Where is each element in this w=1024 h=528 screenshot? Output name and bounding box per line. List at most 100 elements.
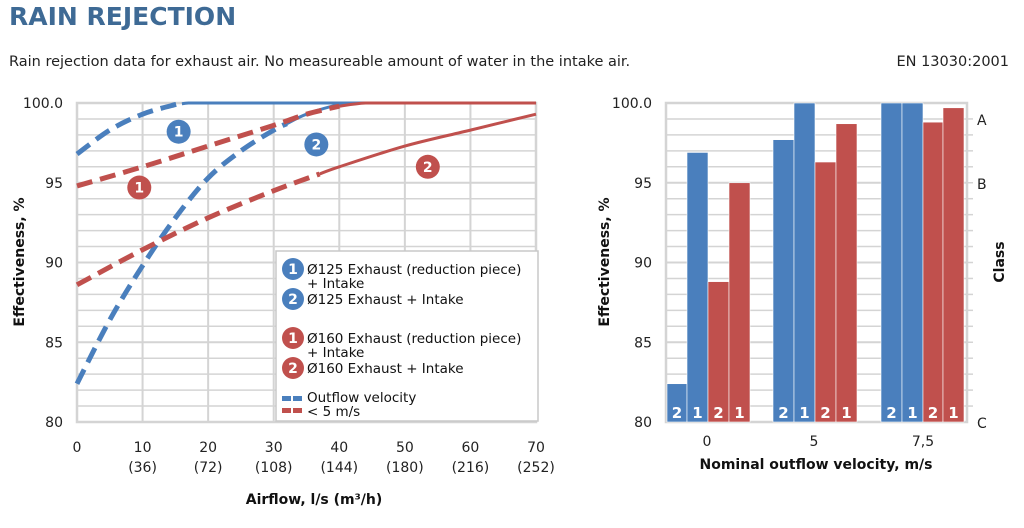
line-chart-x-ticks: 0 10 (36) 20 (72) 30 (108) 40 (144) 50 (180) 60 (216… — [73, 440, 555, 476]
bar-chart-x-axis-title: Nominal outflow velocity, m/s — [700, 457, 933, 473]
legend-badge-circle — [282, 357, 304, 379]
legend-dash-blue — [282, 396, 291, 401]
x-tick-label: 20 — [199, 440, 217, 456]
bar-blue-1 — [901, 102, 924, 423]
x-tick-sublabel: (36) — [128, 460, 157, 476]
class-label-A: A — [977, 113, 987, 129]
legend-item-red-2: 2 Ø160 Exhaust + Intake — [282, 357, 464, 379]
y-tick-label: 100.0 — [23, 96, 63, 112]
series-line-dashed-red-1 — [76, 103, 340, 189]
y-tick-label: 85 — [45, 335, 63, 351]
bar-label: 2 — [778, 404, 788, 422]
legend-label: + Intake — [307, 345, 364, 361]
legend-badge-circle — [282, 258, 304, 280]
series-line-solid-red-2 — [319, 112, 537, 176]
y-tick-label: 90 — [45, 256, 63, 272]
legend-item-blue-1: 1 Ø125 Exhaust (reduction piece)+ Intake — [282, 258, 521, 292]
legend-dash-note: < 5 m/s — [307, 404, 360, 420]
bar-red-2 — [922, 121, 944, 423]
legend-label: + Intake — [307, 276, 364, 292]
legend-dash-blue — [293, 396, 302, 401]
legend-badge-circle — [282, 288, 304, 310]
class-label-C: C — [977, 416, 987, 432]
bar-label: 2 — [672, 404, 682, 422]
y-tick-label: 80 — [634, 415, 652, 431]
y-tick-label: 85 — [634, 335, 652, 351]
curve-badge-blue-1: 1 — [166, 119, 191, 144]
legend-badge-number: 2 — [288, 292, 298, 308]
curve-badge-red-1: 1 — [127, 175, 152, 200]
standard-reference: EN 13030:2001 — [896, 54, 1009, 70]
x-tick-label: 0 — [703, 434, 712, 450]
badge-number: 1 — [134, 181, 144, 197]
bar-label: 1 — [907, 404, 917, 422]
x-tick-label: 60 — [462, 440, 480, 456]
x-tick-label: 50 — [396, 440, 414, 456]
x-tick-label: 5 — [810, 434, 819, 450]
x-tick-sublabel: (108) — [255, 460, 293, 476]
series-line-dashed-red-2 — [75, 171, 321, 288]
bar-red-1 — [728, 182, 751, 423]
badge-number: 2 — [423, 160, 433, 176]
x-tick-sublabel: (144) — [320, 460, 358, 476]
legend-label: Ø160 Exhaust (reduction piece) — [307, 331, 521, 347]
line-chart-legend: 1 Ø125 Exhaust (reduction piece)+ Intake2… — [275, 250, 539, 422]
badge-number: 1 — [174, 125, 184, 141]
badge-number: 2 — [311, 137, 321, 153]
badge-circle — [127, 175, 152, 200]
series-line-dashed-blue-2 — [74, 121, 288, 385]
y-tick-label: 100.0 — [612, 96, 652, 112]
bar-chart-right-axis-title: Class — [992, 241, 1008, 282]
y-tick-label: 95 — [634, 176, 652, 192]
x-tick-sublabel: (180) — [386, 460, 424, 476]
bar-red-2 — [814, 161, 837, 423]
class-label-B: B — [977, 177, 987, 193]
bar-label: 2 — [886, 404, 896, 422]
bar-red-2 — [707, 281, 730, 423]
bar-label: 2 — [928, 404, 938, 422]
bar-chart-x-ticks: 0 5 7,5 — [703, 434, 935, 450]
badge-circle — [166, 119, 191, 144]
bar-label: 1 — [692, 404, 702, 422]
legend-badge-number: 2 — [288, 361, 298, 377]
curve-badge-red-2: 2 — [415, 154, 440, 179]
legend-badge-circle — [282, 327, 304, 349]
bar-blue-1 — [793, 102, 816, 423]
legend-label: Ø160 Exhaust + Intake — [307, 361, 464, 377]
series-line-dashed-blue-1 — [75, 101, 183, 157]
x-tick-sublabel: (72) — [194, 460, 223, 476]
bar-blue-1 — [686, 152, 709, 423]
bar-blue-2 — [772, 139, 795, 423]
badge-circle — [415, 154, 440, 179]
y-tick-label: 90 — [634, 256, 652, 272]
bar-chart-y-axis-title: Effectiveness, % — [597, 197, 613, 326]
legend-box — [275, 250, 539, 422]
bar-label: 2 — [820, 404, 830, 422]
x-tick-label: 30 — [265, 440, 283, 456]
x-tick-sublabel: (216) — [452, 460, 490, 476]
line-chart-series — [74, 101, 537, 385]
x-tick-sublabel: (252) — [517, 460, 555, 476]
bar-chart-y-ticks: 80 85 90 95 100.0 — [612, 96, 652, 431]
x-tick-label: 10 — [134, 440, 152, 456]
legend-dash-red — [282, 408, 291, 413]
curve-badge-blue-2: 2 — [304, 132, 329, 157]
line-chart-y-ticks: 80 85 90 95 100.0 — [23, 96, 63, 431]
y-tick-label: 95 — [45, 176, 63, 192]
series-line-solid-red-1 — [339, 101, 536, 108]
legend-item-blue-2: 2 Ø125 Exhaust + Intake — [282, 288, 464, 310]
bar-label: 1 — [734, 404, 744, 422]
badge-circle — [304, 132, 329, 157]
line-chart: 1 2 1 2 80 85 90 95 100.0 0 10 (36) 20 (72) 30 (108) 4… — [12, 96, 555, 508]
bar-label: 1 — [841, 404, 851, 422]
line-chart-y-axis-title: Effectiveness, % — [12, 197, 28, 326]
subtitle: Rain rejection data for exhaust air. No … — [9, 54, 631, 70]
line-chart-curve-badges: 1 2 1 2 — [127, 119, 440, 200]
bar-label: 1 — [799, 404, 809, 422]
legend-label: Ø125 Exhaust + Intake — [307, 292, 464, 308]
